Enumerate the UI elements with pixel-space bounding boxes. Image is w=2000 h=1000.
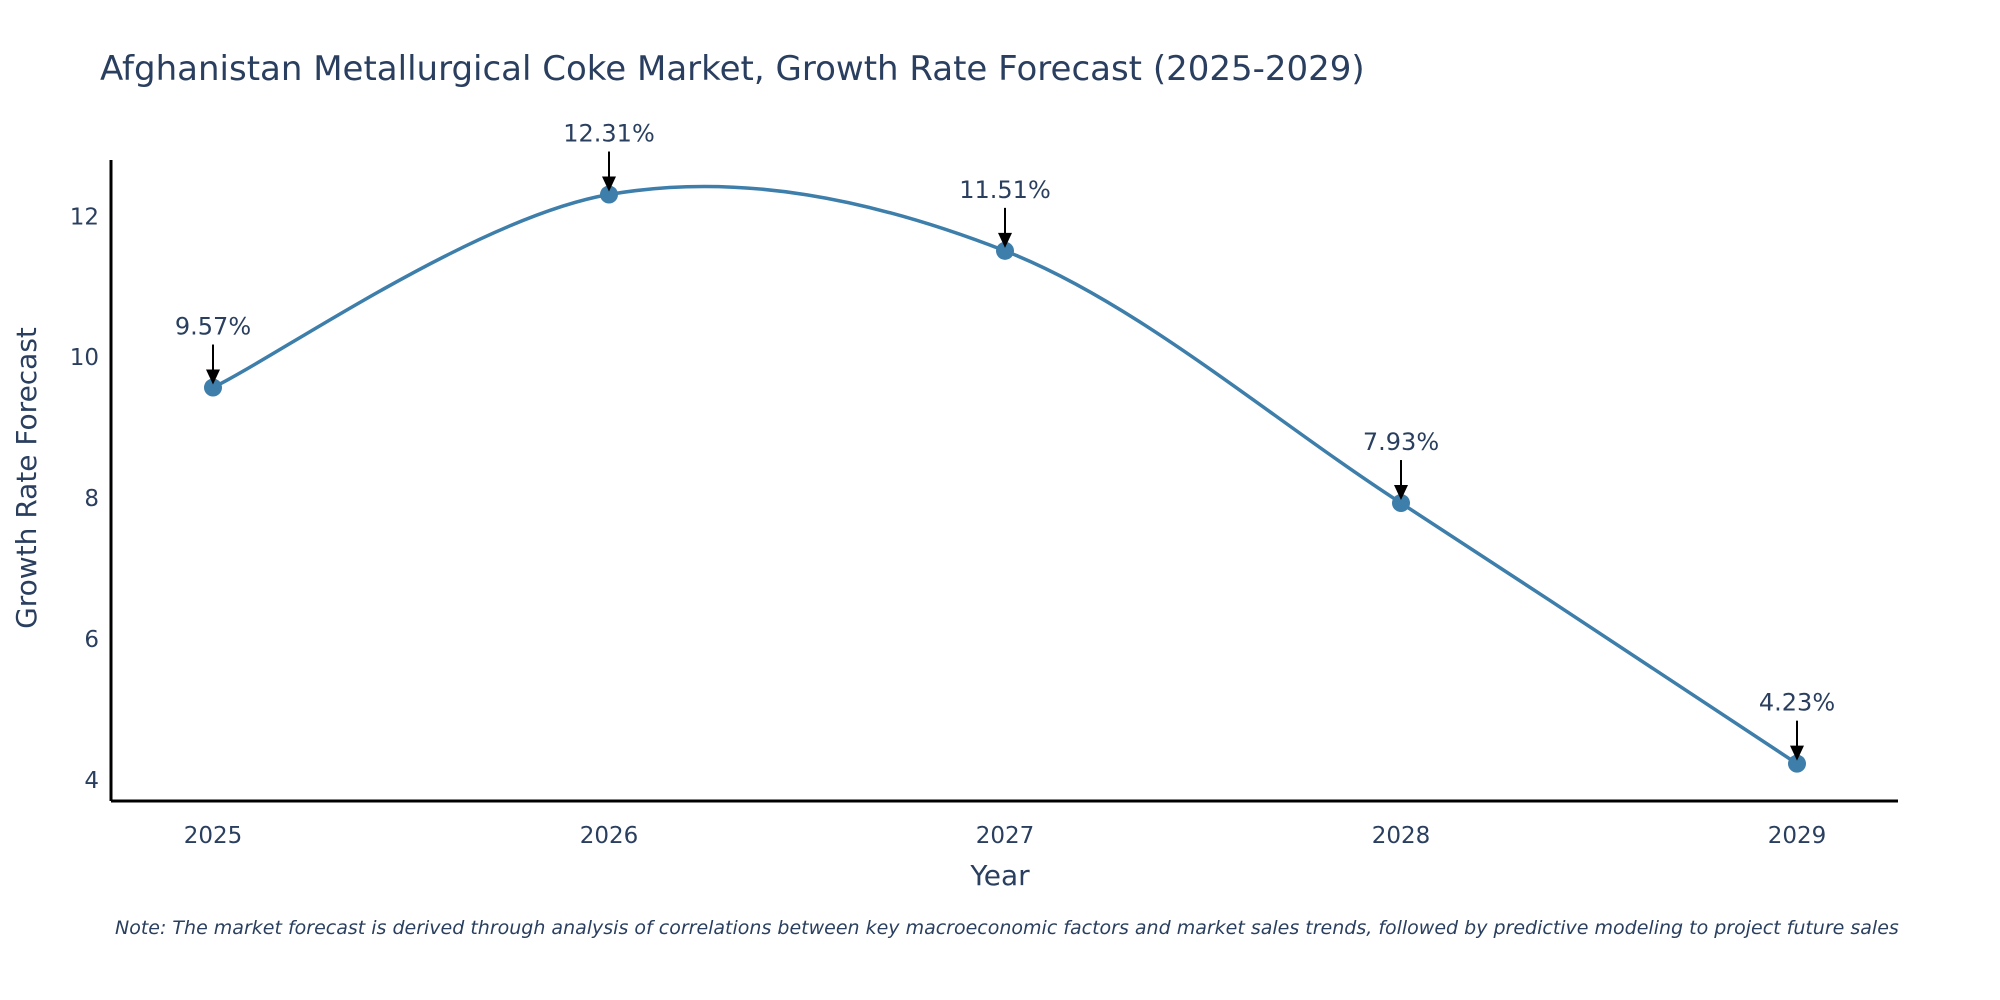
data-point [600,185,618,204]
y-tick-label: 6 [84,627,99,653]
data-point [1788,754,1806,773]
y-axis-ticks: 4 6 8 10 12 [70,204,99,794]
data-label: 11.51% [959,176,1051,204]
y-tick-label: 10 [70,345,99,371]
x-tick-label: 2026 [580,823,639,849]
annotation-arrow-head [1790,745,1804,761]
y-tick-label: 12 [70,204,99,230]
data-label: 12.31% [563,120,655,148]
annotation-arrow-head [1394,485,1408,501]
chart-title: Afghanistan Metallurgical Coke Market, G… [100,49,1365,89]
data-label: 7.93% [1363,428,1439,456]
annotation-arrow-head [602,176,616,192]
x-tick-label: 2027 [976,823,1035,849]
series-line [212,184,1798,766]
data-points [204,185,1806,773]
data-annotations: 9.57% 12.31% 11.51% 7.93% 4.23% [175,120,1835,761]
y-tick-label: 4 [84,768,99,794]
x-axis-title: Year [969,859,1030,892]
y-tick-label: 8 [84,486,99,512]
x-tick-label: 2025 [184,823,243,849]
data-point [996,241,1014,260]
footnote: Note: The market forecast is derived thr… [115,917,1899,939]
data-label: 4.23% [1759,689,1835,717]
data-point [1392,494,1410,513]
x-tick-label: 2029 [1768,823,1827,849]
annotation-arrow-head [206,369,220,385]
x-tick-label: 2028 [1372,823,1431,849]
data-label: 9.57% [175,313,251,341]
data-point [204,378,222,397]
x-axis-ticks: 2025 2026 2027 2028 2029 [184,823,1827,849]
y-axis-title: Growth Rate Forecast [10,327,43,629]
annotation-arrow-head [998,232,1012,248]
